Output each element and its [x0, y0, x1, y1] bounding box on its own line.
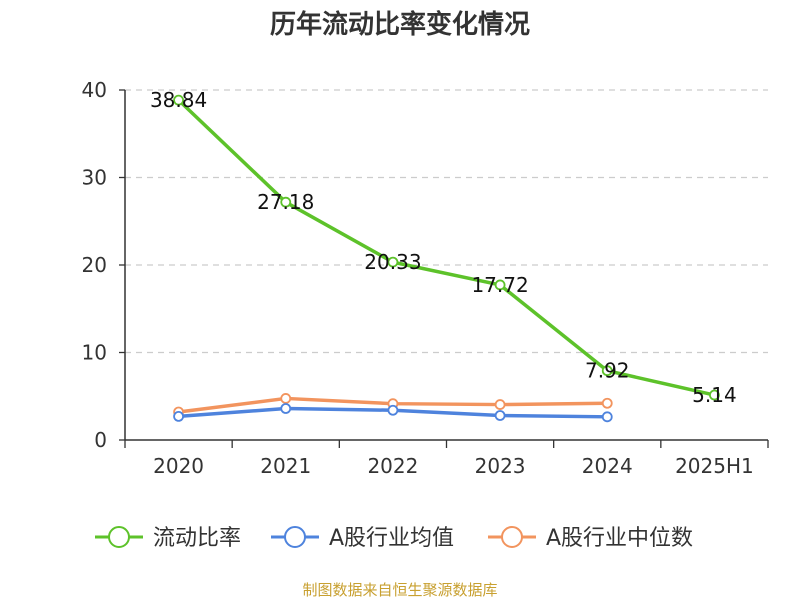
y-tick-label: 20: [82, 253, 107, 277]
data-point: [280, 403, 292, 414]
data-point: [601, 411, 613, 423]
legend-label: 流动比率: [153, 526, 241, 551]
x-tick-label: 2021: [260, 454, 311, 478]
data-label: 27.18: [257, 190, 314, 214]
grid: [125, 89, 768, 354]
legend-marker: [501, 526, 523, 548]
x-tick-label: 2022: [367, 454, 418, 478]
data-label: 7.92: [585, 359, 630, 383]
data-point: [280, 393, 292, 404]
data-point: [601, 365, 613, 377]
data-point: [280, 196, 292, 208]
data-point: [173, 94, 184, 106]
data-point: [709, 389, 720, 401]
data-point: [494, 399, 506, 410]
y-tick-label: 0: [94, 428, 107, 452]
data-label: 20.33: [364, 250, 421, 274]
data-point: [494, 279, 506, 291]
data-label: 5.14: [692, 383, 737, 407]
y-tick-label: 40: [82, 78, 107, 102]
legend-marker: [284, 526, 306, 548]
legend-item[interactable]: 流动比率: [95, 526, 241, 551]
y-tick-label: 10: [82, 341, 107, 365]
data-point: [387, 404, 399, 416]
data-labels: 38.84 27.18 20.33 17.72 7.92 5.14: [150, 88, 737, 407]
series-layer: [173, 94, 720, 423]
source-note: 制图数据来自恒生聚源数据库: [302, 581, 497, 599]
legend-item[interactable]: A股行业均值: [271, 526, 454, 551]
x-tick-label: 2023: [475, 454, 526, 478]
x-tick-label: 2020: [153, 454, 204, 478]
x-tick-label: 2025H1: [675, 454, 754, 478]
data-label: 17.72: [471, 273, 528, 297]
chart-title: 历年流动比率变化情况: [270, 9, 530, 40]
legend-item[interactable]: A股行业中位数: [488, 526, 693, 551]
series-line: [177, 98, 715, 397]
x-tick-label: 2024: [582, 454, 633, 478]
legend-label: A股行业中位数: [546, 526, 693, 551]
data-point: [173, 410, 184, 422]
legend-label: A股行业均值: [329, 526, 454, 551]
legend: 流动比率 A股行业均值 A股行业中位数: [95, 526, 693, 551]
y-tick-label: 30: [82, 166, 107, 190]
data-point: [601, 397, 613, 409]
data-point: [494, 410, 506, 421]
axes: 0 10 20 30 40 2020 2021 2022 2023 2024 2025H1: [82, 78, 769, 478]
data-label: 38.84: [150, 88, 207, 112]
data-point: [387, 256, 399, 268]
legend-marker: [108, 526, 130, 548]
